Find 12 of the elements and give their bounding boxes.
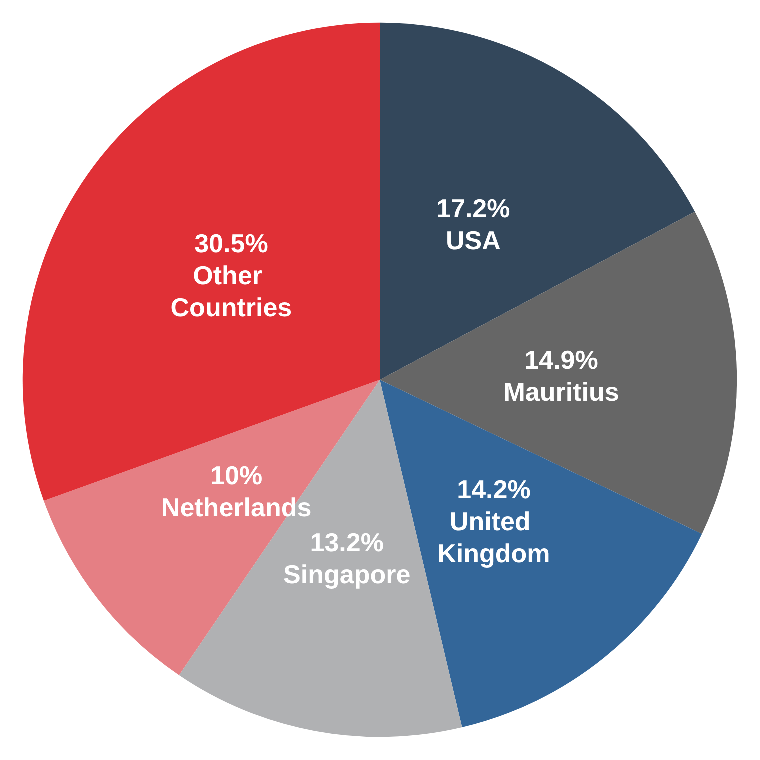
slice-label: Netherlands: [161, 492, 312, 522]
data-label: 14.9%: [524, 345, 598, 376]
data-label: 14.2%: [457, 474, 531, 504]
data-label: 30.5%: [194, 228, 268, 259]
slice-label: Singapore: [284, 560, 411, 590]
data-label: 13.2%: [310, 528, 384, 558]
data-label: 17.2%: [436, 193, 510, 224]
slice-label: Mauritius: [504, 377, 620, 408]
slice-label: United Kingdom: [438, 506, 550, 568]
slice-label: USA: [446, 225, 502, 256]
data-label: 10%: [210, 460, 263, 490]
slice-label: Other Countries: [170, 260, 292, 323]
